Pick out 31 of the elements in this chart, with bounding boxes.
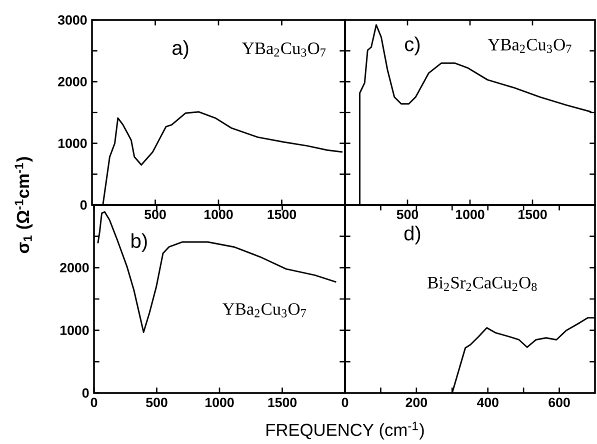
y-tick-label: 2000 (60, 262, 89, 272)
annotation: a) (172, 40, 188, 59)
x-tick-label: 0 (342, 398, 348, 408)
x-tick-label: 1500 (268, 398, 297, 408)
x-tick-label: 600 (548, 398, 570, 408)
x-tick-label: 500 (144, 210, 166, 220)
y-tick-label: 2000 (58, 76, 87, 86)
x-tick-label: 500 (146, 398, 168, 408)
annotation: c) (405, 36, 420, 56)
x-tick-label: 1500 (518, 210, 547, 220)
annotation: Bi$_{2}$Sr$_{2}$CaCu$_{2}$O$_{8}$ (428, 276, 537, 292)
x-tick-label: 1000 (206, 398, 234, 408)
annotation: d) (404, 226, 420, 244)
y-axis-title: σ$_{1}$ (Ω$^{-1}$cm$^{-1}$) (14, 157, 33, 254)
annotation: YBa$_{2}$Cu$_{3}$O$_{7}$ (242, 42, 326, 57)
x-tick-label: 500 (396, 210, 418, 220)
x-tick-label: 1500 (268, 210, 296, 220)
y-tick-label: 1000 (58, 138, 87, 148)
annotation: b) (132, 233, 147, 252)
y-tick-label: 1000 (60, 326, 89, 336)
x-axis-title: FREQUENCY (cm$^{-1}$) (266, 422, 424, 440)
annotation: YBa$_{2}$Cu$_{3}$O$_{7}$ (488, 38, 572, 54)
y-tick-label: 0 (82, 388, 89, 398)
y-tick-label: 3000 (58, 15, 87, 25)
y-tick-label: 0 (80, 200, 87, 210)
x-tick-label: 0 (90, 398, 98, 408)
x-tick-label: 1000 (456, 210, 484, 220)
x-tick-label: 1000 (204, 210, 233, 220)
annotation: YBa$_{2}$Cu$_{3}$O$_{7}$ (222, 303, 306, 318)
x-tick-label: 200 (406, 398, 428, 408)
x-tick-label: 400 (476, 398, 498, 408)
